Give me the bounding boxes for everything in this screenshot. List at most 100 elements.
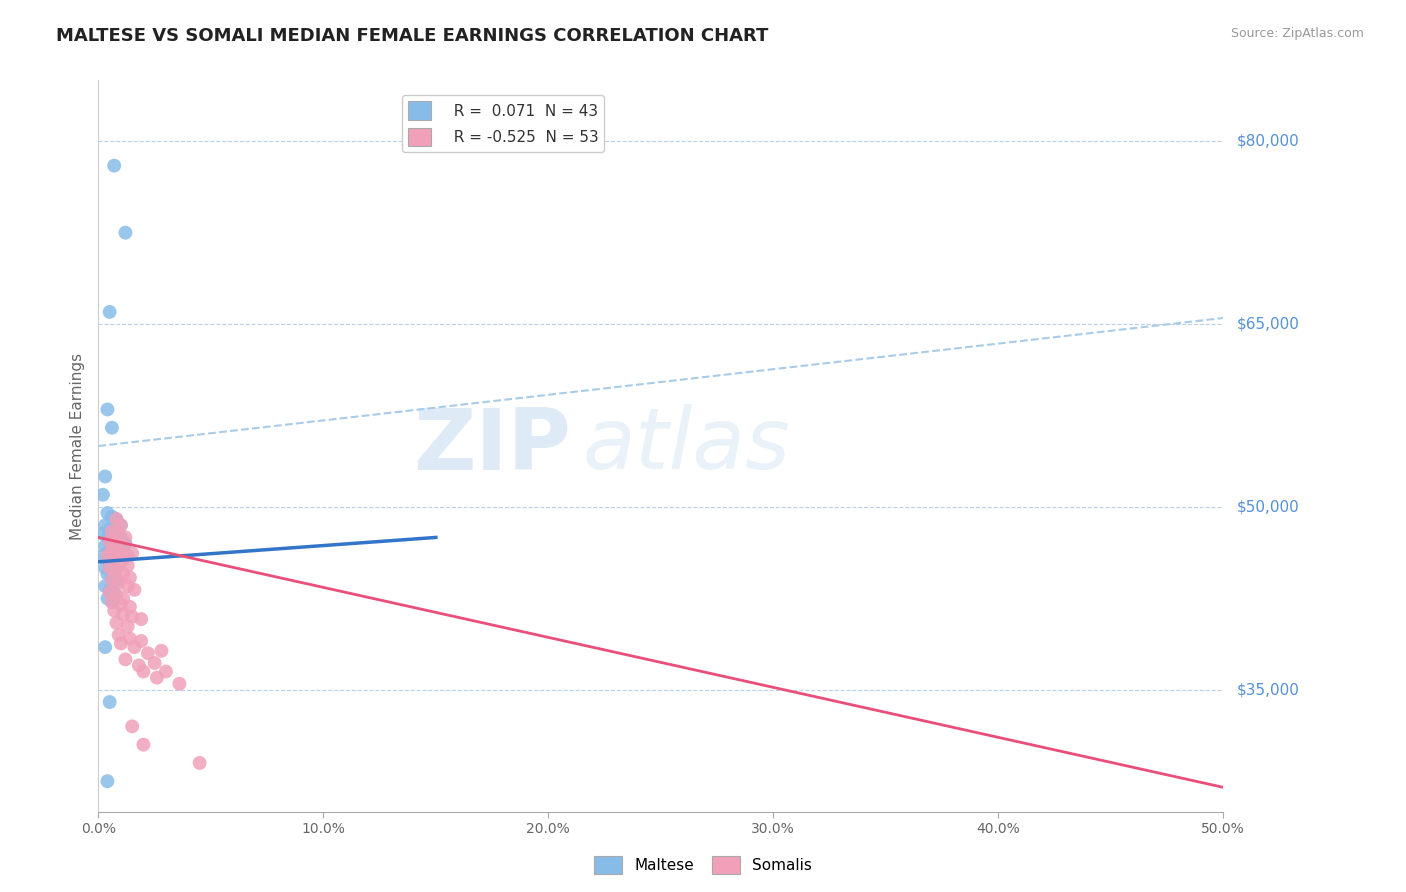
Point <box>96 402 118 417</box>
Point <box>107 549 129 563</box>
Point <box>98 585 121 599</box>
Point <box>121 609 143 624</box>
Point <box>91 549 114 563</box>
Point <box>107 628 129 642</box>
Point <box>96 774 118 789</box>
Point <box>105 588 128 602</box>
Point <box>107 546 129 560</box>
Point <box>101 573 124 587</box>
Point <box>132 665 155 679</box>
Point <box>96 591 118 606</box>
Point <box>112 607 135 622</box>
Point <box>103 551 125 566</box>
Y-axis label: Median Female Earnings: Median Female Earnings <box>69 352 84 540</box>
Point <box>114 652 136 666</box>
Point <box>150 644 173 658</box>
Point <box>96 551 118 566</box>
Point <box>105 563 128 577</box>
Point <box>96 567 118 582</box>
Point <box>98 522 121 536</box>
Point <box>124 582 146 597</box>
Point <box>98 542 121 557</box>
Text: $35,000: $35,000 <box>1237 682 1301 698</box>
Point <box>103 561 125 575</box>
Point <box>98 534 121 549</box>
Point <box>132 738 155 752</box>
Point <box>114 536 136 550</box>
Point <box>105 573 128 587</box>
Point <box>105 615 128 630</box>
Text: $50,000: $50,000 <box>1237 500 1301 515</box>
Point <box>118 632 141 646</box>
Point <box>94 539 117 553</box>
Point <box>117 579 139 593</box>
Point <box>114 530 136 544</box>
Point <box>118 599 141 614</box>
Point <box>91 488 114 502</box>
Point <box>101 542 124 557</box>
Point <box>112 539 135 553</box>
Point <box>107 526 129 541</box>
Point <box>117 558 139 573</box>
Point <box>94 469 117 483</box>
Point <box>110 518 132 533</box>
Point <box>101 524 124 539</box>
Point <box>124 640 146 655</box>
Point <box>105 512 128 526</box>
Point <box>146 671 169 685</box>
Point <box>110 636 132 650</box>
Point <box>112 591 135 606</box>
Point <box>101 534 124 549</box>
Point <box>98 582 121 597</box>
Point <box>103 524 125 539</box>
Point <box>91 526 114 541</box>
Point <box>129 612 152 626</box>
Point <box>103 546 125 560</box>
Point <box>105 512 128 526</box>
Point <box>101 571 124 585</box>
Point <box>114 226 136 240</box>
Text: atlas: atlas <box>582 404 790 488</box>
Point <box>98 695 121 709</box>
Point <box>129 634 152 648</box>
Point <box>143 656 166 670</box>
Point <box>110 555 132 569</box>
Point <box>110 530 132 544</box>
Point <box>169 676 191 690</box>
Text: Source: ZipAtlas.com: Source: ZipAtlas.com <box>1230 27 1364 40</box>
Point <box>105 536 128 550</box>
Point <box>101 595 124 609</box>
Point <box>107 575 129 590</box>
Point <box>121 719 143 733</box>
Legend: Maltese, Somalis: Maltese, Somalis <box>588 850 818 880</box>
Point <box>101 555 124 569</box>
Text: $80,000: $80,000 <box>1237 134 1301 149</box>
Point <box>101 509 124 524</box>
Point <box>98 561 121 575</box>
Point <box>112 567 135 582</box>
Legend:   R =  0.071  N = 43,   R = -0.525  N = 53: R = 0.071 N = 43, R = -0.525 N = 53 <box>402 95 605 153</box>
Point <box>94 518 117 533</box>
Text: $65,000: $65,000 <box>1237 317 1301 332</box>
Point <box>103 603 125 617</box>
Point <box>155 665 177 679</box>
Point <box>110 598 132 612</box>
Point <box>96 530 118 544</box>
Point <box>94 561 117 575</box>
Point <box>118 571 141 585</box>
Point <box>96 506 118 520</box>
Point <box>101 595 124 609</box>
Point <box>105 536 128 550</box>
Point <box>96 549 118 563</box>
Point <box>117 549 139 563</box>
Point <box>103 159 125 173</box>
Point <box>98 305 121 319</box>
Point <box>101 421 124 435</box>
Point <box>94 640 117 655</box>
Point <box>121 546 143 560</box>
Point <box>94 579 117 593</box>
Point <box>128 658 150 673</box>
Point <box>110 518 132 533</box>
Point <box>98 558 121 573</box>
Point <box>112 542 135 557</box>
